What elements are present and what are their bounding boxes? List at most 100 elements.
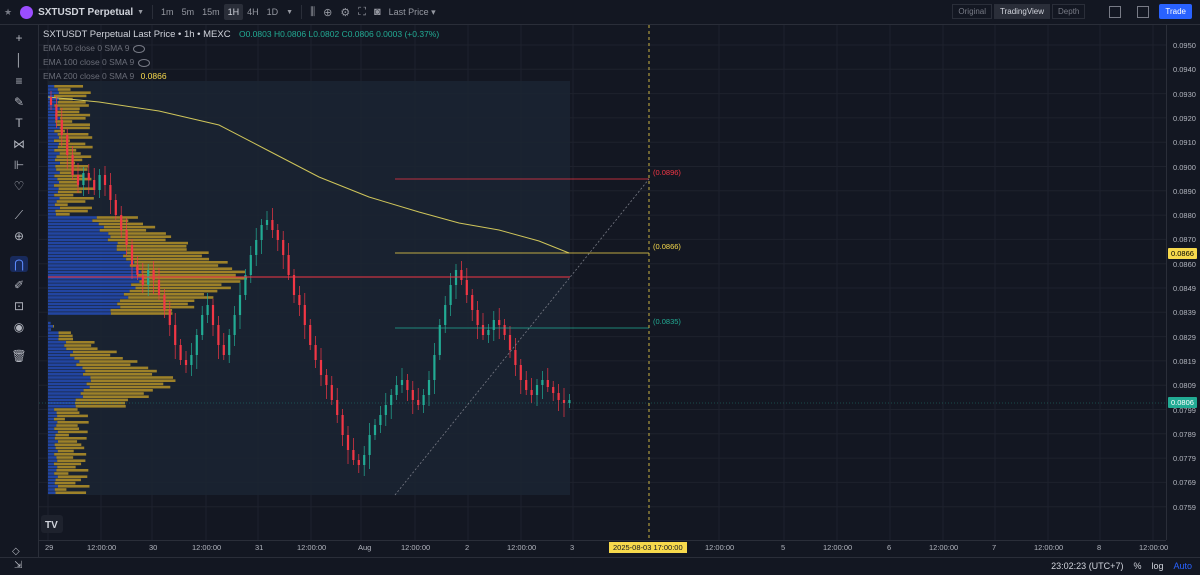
time-axis-label: 5 xyxy=(781,543,786,552)
settings-icon[interactable]: ⚙ xyxy=(340,6,351,19)
tab-depth[interactable]: Depth xyxy=(1052,4,1086,19)
volume-profile-bar xyxy=(48,110,57,114)
volume-profile-bar xyxy=(48,190,58,194)
zoom-in-icon[interactable]: ⊕ xyxy=(13,229,25,243)
volume-profile-bar xyxy=(75,401,126,405)
interval-1m[interactable]: 1m xyxy=(161,7,174,17)
volume-profile-bar xyxy=(48,481,55,485)
volume-profile-bar xyxy=(48,193,55,197)
tab-tradingview[interactable]: TradingView xyxy=(994,4,1051,19)
interval-4h[interactable]: 4H xyxy=(247,7,259,17)
volume-profile-bar xyxy=(48,321,51,325)
volume-profile-bar xyxy=(58,91,91,94)
volume-profile-bar xyxy=(48,241,118,245)
price-chart[interactable]: (0.0896) (0.0866) (0.0835) TV xyxy=(39,25,1166,540)
volume-profile-bar xyxy=(107,238,166,242)
lock-draw-icon[interactable]: ✐ xyxy=(13,278,25,292)
volume-profile-bar xyxy=(48,369,86,373)
legend-ema200[interactable]: EMA 200 close 0 SMA 9 0.0866 xyxy=(43,71,167,81)
volume-profile-bar xyxy=(74,357,123,360)
volume-profile-bar xyxy=(48,424,57,427)
theme-icon[interactable]: ◇ xyxy=(12,546,20,557)
eye-icon[interactable] xyxy=(138,58,151,67)
candle-body xyxy=(406,380,409,390)
volume-profile-bar xyxy=(48,449,58,453)
volume-profile-bar xyxy=(57,449,74,453)
brush-icon[interactable]: ✎ xyxy=(13,95,25,109)
volume-profile-bar xyxy=(117,241,188,245)
indicators-icon[interactable]: ⫼ xyxy=(310,5,316,18)
log-toggle[interactable]: log xyxy=(1151,561,1164,571)
volume-profile-bar xyxy=(54,472,69,475)
volume-profile-bar xyxy=(48,296,129,299)
auto-toggle[interactable]: Auto xyxy=(1173,561,1192,571)
volume-profile-bar xyxy=(59,171,72,174)
volume-profile-bar xyxy=(96,216,138,219)
legend-title: SXTUSDT Perpetual Last Price • 1h • MEXC xyxy=(43,29,231,40)
symbol-selector[interactable]: SXTUSDT Perpetual ▼ xyxy=(16,0,148,24)
legend-ema100[interactable]: EMA 100 close 0 SMA 9 xyxy=(43,57,151,67)
interval-1h[interactable]: 1H xyxy=(223,4,244,20)
horizontal-lines-icon[interactable]: ≡ xyxy=(15,74,23,88)
price-axis-label: 0.0900 xyxy=(1173,162,1196,172)
fullscreen-icon[interactable]: ⛶ xyxy=(358,5,366,18)
forecast-icon[interactable]: ⊩ xyxy=(13,158,25,172)
eye-icon[interactable]: ◉ xyxy=(13,320,25,334)
candle-body xyxy=(379,415,382,425)
compare-icon[interactable]: ⊕ xyxy=(323,6,333,19)
crosshair-icon[interactable]: + xyxy=(15,31,23,45)
volume-profile-bar xyxy=(86,382,164,386)
volume-profile-bar xyxy=(48,401,76,405)
volume-profile-bar xyxy=(59,206,92,210)
trash-icon[interactable]: 🗑 xyxy=(11,349,27,363)
drawing-toolbar: + │ ≡ ✎ T ⋈ ⊩ ♡ ⟋ ⊕ ⋂ ✐ ⊡ ◉ 🗑 xyxy=(0,25,39,557)
volume-profile-bar xyxy=(48,360,80,363)
volume-profile-bar xyxy=(48,475,58,478)
cursor-line-icon[interactable]: │ xyxy=(15,53,23,67)
candle-body xyxy=(109,185,112,200)
percent-toggle[interactable]: % xyxy=(1133,561,1142,571)
expand-icon[interactable] xyxy=(1137,5,1150,18)
candle-body xyxy=(60,120,63,135)
volume-profile-bar xyxy=(134,261,228,264)
volume-profile-bar xyxy=(48,334,59,338)
ema50-label: EMA 50 close 0 SMA 9 xyxy=(43,43,130,53)
volume-profile-bar xyxy=(48,200,57,203)
volume-profile-bar xyxy=(48,283,132,286)
volume-profile-bar xyxy=(48,379,91,382)
candle-body xyxy=(249,255,252,275)
time-axis-label: 12:00:00 xyxy=(1139,543,1169,552)
lock-icon[interactable]: ⊡ xyxy=(13,299,25,313)
volume-profile-bar xyxy=(89,385,171,389)
divider xyxy=(301,5,303,19)
text-icon[interactable]: T xyxy=(15,116,23,130)
volume-profile-bar xyxy=(48,174,55,178)
heart-icon[interactable]: ♡ xyxy=(13,179,25,193)
volume-profile-bar xyxy=(57,414,88,418)
candle-body xyxy=(552,387,555,393)
date-range-icon[interactable]: ⇲ xyxy=(14,560,23,571)
tab-original[interactable]: Original xyxy=(952,4,992,19)
volume-profile-bar xyxy=(48,152,60,155)
interval-dropdown-icon[interactable]: ▼ xyxy=(286,8,294,16)
price-type-select[interactable]: Last Price ▾ xyxy=(388,6,436,17)
interval-5m[interactable]: 5m xyxy=(181,7,195,17)
price-axis-label: 0.0829 xyxy=(1173,332,1196,342)
star-icon[interactable]: ★ xyxy=(4,6,13,17)
camera-icon[interactable]: ◙ xyxy=(373,6,381,18)
magnet-icon[interactable]: ⋂ xyxy=(10,256,28,272)
price-axis[interactable]: 0.0866 0.0806 0.0950 0.0940 0.0930 0.0920 0.… xyxy=(1166,25,1200,540)
time-axis[interactable]: 2025-08-03 17:00:00 29 12:00:00 30 12:00:00… xyxy=(39,540,1169,557)
ruler-icon[interactable]: ⟋ xyxy=(14,208,24,222)
legend-ema50[interactable]: EMA 50 close 0 SMA 9 xyxy=(43,43,146,53)
interval-1d[interactable]: 1D xyxy=(266,7,279,17)
interval-15m[interactable]: 15m xyxy=(202,7,220,17)
layout-icon[interactable] xyxy=(1109,5,1122,18)
volume-profile-bar xyxy=(54,184,79,187)
volume-profile-bar xyxy=(48,398,76,402)
volume-profile-bar xyxy=(48,331,59,334)
pattern-icon[interactable]: ⋈ xyxy=(13,137,25,151)
eye-icon[interactable] xyxy=(133,44,146,53)
volume-profile-bar xyxy=(116,245,187,248)
trade-button[interactable]: Trade xyxy=(1159,4,1192,19)
